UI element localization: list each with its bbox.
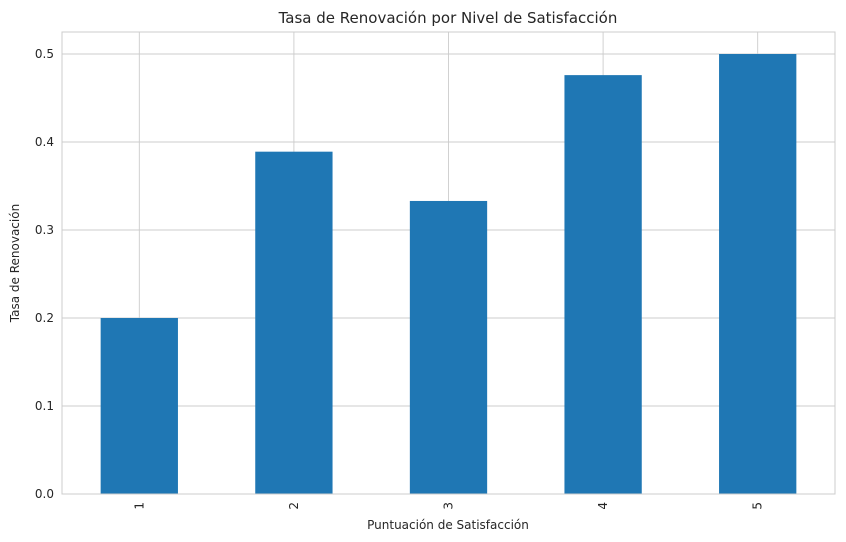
bar-2: [255, 151, 333, 494]
x-tick-label: 4: [596, 502, 610, 510]
x-tick-label: 3: [442, 502, 456, 510]
x-tick-labels: 1 2 3 4 5: [132, 502, 764, 510]
y-tick-label: 0.2: [35, 311, 54, 325]
chart-title: Tasa de Renovación por Nivel de Satisfac…: [278, 9, 618, 27]
x-tick-label: 2: [287, 502, 301, 510]
y-tick-label: 0.0: [35, 487, 54, 501]
x-tick-label: 5: [751, 502, 765, 510]
x-tick-label: 1: [132, 502, 146, 510]
y-tick-label: 0.3: [35, 223, 54, 237]
bar-5: [719, 54, 797, 494]
y-tick-label: 0.5: [35, 47, 54, 61]
bars: [100, 54, 797, 495]
y-axis-label: Tasa de Renovación: [8, 204, 22, 323]
plot-frame: [61, 31, 836, 495]
bar-1: [100, 318, 178, 494]
y-tick-label: 0.1: [35, 399, 54, 413]
bar-3: [409, 200, 488, 494]
y-tick-labels: 0.0 0.1 0.2 0.3 0.4 0.5: [35, 47, 54, 501]
y-tick-label: 0.4: [35, 135, 54, 149]
x-axis-label: Puntuación de Satisfacción: [367, 518, 529, 532]
bar-4: [564, 75, 642, 495]
